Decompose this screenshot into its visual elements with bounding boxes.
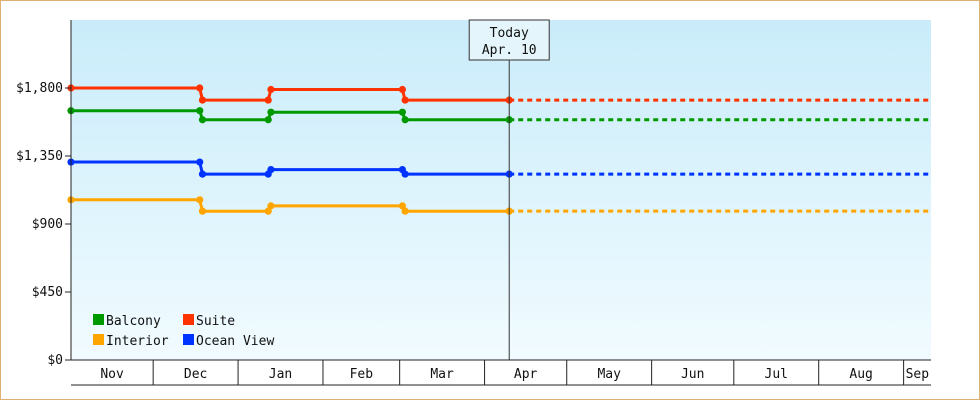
- data-point: [398, 202, 407, 210]
- data-point: [198, 96, 207, 104]
- legend: Balcony Suite Interior Ocean View: [93, 314, 274, 349]
- legend-label-ocean-view: Ocean View: [196, 334, 274, 349]
- data-point: [196, 158, 204, 166]
- data-point: [267, 202, 275, 210]
- data-point: [264, 116, 272, 124]
- legend-label-suite: Suite: [196, 314, 235, 329]
- data-point: [398, 85, 407, 94]
- axes: $0 $450 $900 $1,350 $1,800 Nov Dec Jan Feb Mar Apr…: [16, 20, 931, 386]
- today-marker: Today Apr. 10: [468, 19, 550, 360]
- data-point: [264, 96, 272, 104]
- data-point: [196, 107, 204, 115]
- y-tick-label: $1,350: [16, 149, 63, 164]
- month-label-jul: Jul: [765, 367, 788, 382]
- month-label-may: May: [597, 367, 621, 382]
- data-point: [198, 170, 207, 178]
- data-point: [398, 108, 407, 116]
- data-point: [198, 116, 207, 124]
- month-label-jun: Jun: [681, 367, 704, 382]
- y-tick-label: $0: [47, 353, 63, 368]
- month-label-mar: Mar: [430, 367, 454, 382]
- legend-label-balcony: Balcony: [106, 314, 161, 329]
- month-label-apr: Apr: [514, 367, 538, 382]
- legend-swatch-ocean-view: [183, 334, 194, 345]
- data-point: [267, 108, 275, 116]
- month-label-aug: Aug: [849, 367, 872, 382]
- today-date: Apr. 10: [482, 43, 537, 58]
- y-tick-label: $450: [32, 285, 63, 300]
- legend-swatch-interior: [93, 334, 104, 345]
- legend-swatch-balcony: [93, 314, 104, 325]
- today-box: [468, 19, 550, 61]
- series-layer: [67, 84, 931, 215]
- data-point: [401, 116, 409, 124]
- y-tick-label: $1,800: [16, 81, 63, 96]
- legend-swatch-suite: [183, 314, 194, 325]
- data-point: [264, 207, 272, 215]
- legend-label-interior: Interior: [106, 334, 169, 349]
- data-point: [198, 207, 207, 215]
- month-label-jan: Jan: [269, 367, 292, 382]
- data-point: [401, 96, 409, 104]
- data-point: [267, 85, 275, 94]
- data-point: [196, 84, 204, 92]
- today-title: Today: [490, 26, 529, 41]
- month-label-nov: Nov: [100, 367, 124, 382]
- y-tick-label: $900: [32, 217, 63, 232]
- data-point: [401, 170, 409, 178]
- month-label-feb: Feb: [350, 367, 374, 382]
- month-label-dec: Dec: [184, 367, 207, 382]
- month-label-sep: Sep: [906, 367, 930, 382]
- data-point: [196, 196, 204, 204]
- data-point: [267, 166, 275, 174]
- data-point: [401, 207, 409, 215]
- plot-background: [71, 20, 931, 360]
